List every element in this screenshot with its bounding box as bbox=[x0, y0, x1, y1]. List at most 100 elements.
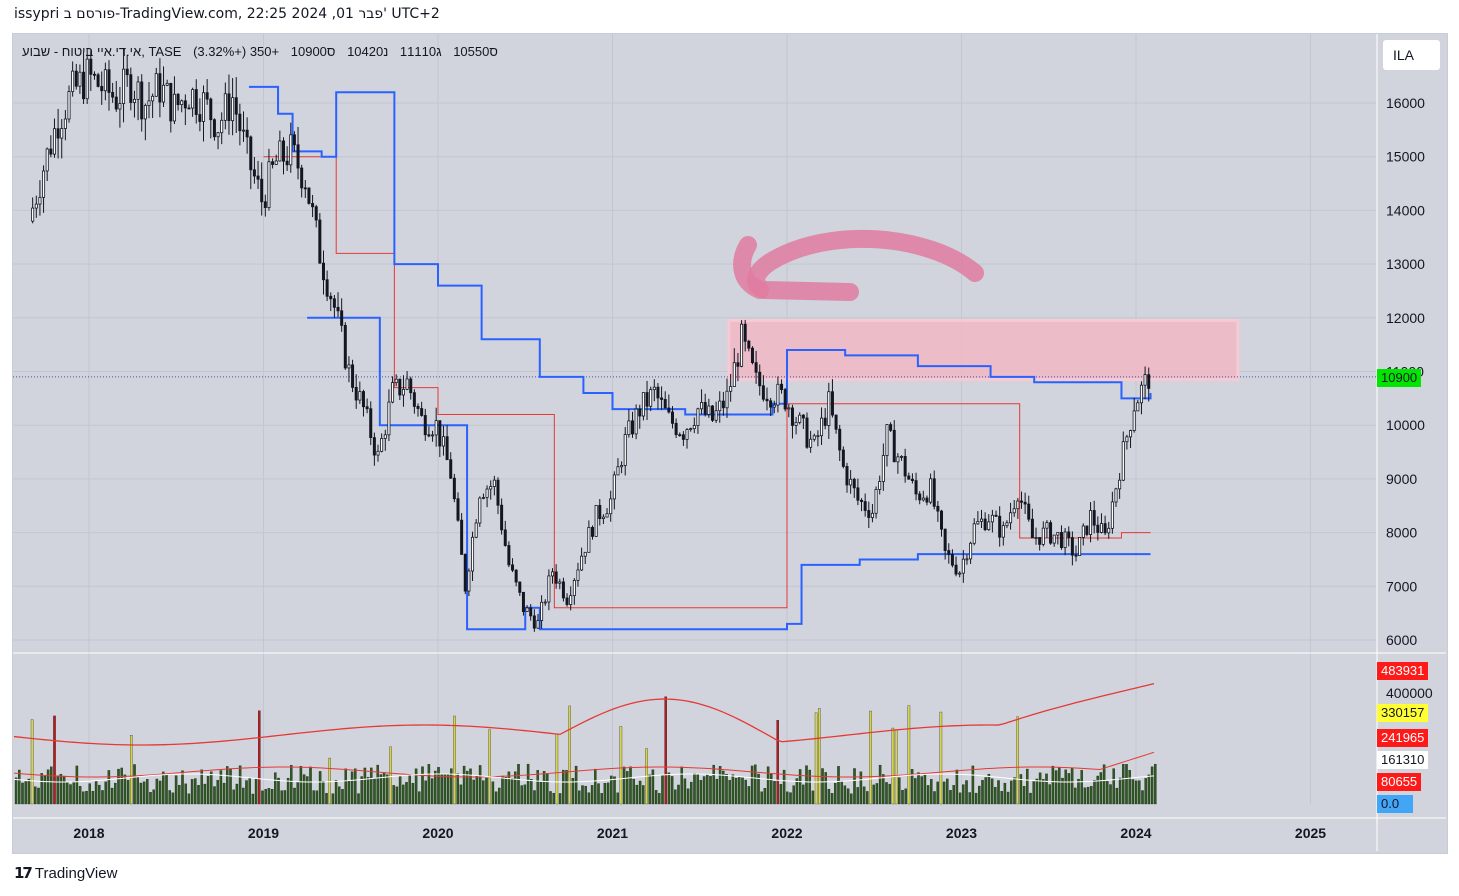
candle-body bbox=[1049, 522, 1053, 544]
candle-body bbox=[812, 435, 816, 440]
volume-bar bbox=[715, 779, 719, 805]
volume-bar bbox=[520, 785, 523, 805]
tradingview-logo[interactable]: 17 TradingView bbox=[14, 864, 117, 882]
volume-tick-label: 400000 bbox=[1386, 685, 1433, 701]
volume-bar bbox=[299, 766, 303, 805]
candle-body bbox=[34, 203, 38, 209]
candle-body bbox=[565, 597, 569, 605]
candle-body bbox=[1059, 532, 1063, 548]
volume-bar bbox=[792, 785, 795, 805]
volume-bar bbox=[718, 766, 722, 805]
candle-body bbox=[580, 555, 584, 571]
candle-body bbox=[1034, 537, 1038, 539]
candle-body bbox=[136, 81, 140, 100]
candle-body bbox=[456, 498, 460, 521]
close-value: ס10900 bbox=[290, 44, 336, 59]
candle-body bbox=[1132, 410, 1136, 431]
volume-bar bbox=[168, 790, 171, 805]
blue-stop-line bbox=[248, 85, 1152, 416]
candle-body bbox=[736, 362, 740, 367]
candle-body bbox=[31, 207, 35, 222]
candle-body bbox=[950, 554, 954, 566]
volume-bar bbox=[1122, 764, 1125, 805]
candle-body bbox=[89, 58, 93, 75]
volume-bar bbox=[91, 790, 95, 805]
volume-bar bbox=[142, 781, 146, 805]
candle-body bbox=[281, 140, 285, 162]
candle-body bbox=[591, 527, 595, 537]
candle-body bbox=[1012, 508, 1016, 514]
candle-body bbox=[140, 81, 144, 120]
candle-body bbox=[740, 323, 744, 367]
volume-bar bbox=[85, 790, 88, 805]
candle-body bbox=[710, 405, 714, 421]
volume-bar bbox=[1106, 781, 1109, 805]
volume-bar bbox=[1093, 780, 1096, 805]
volume-bar bbox=[926, 785, 930, 805]
volume-bar bbox=[200, 769, 203, 805]
candle-body bbox=[325, 279, 329, 297]
volume-bar bbox=[882, 774, 885, 805]
candle-body bbox=[387, 401, 391, 436]
volume-bar bbox=[443, 774, 447, 805]
candle-body bbox=[678, 434, 682, 437]
volume-bar bbox=[40, 773, 43, 805]
volume-bar bbox=[987, 773, 991, 805]
candle-body bbox=[300, 167, 304, 189]
volume-bar bbox=[27, 778, 31, 805]
candle-body bbox=[918, 493, 922, 501]
volume-bar bbox=[725, 774, 728, 805]
arrow-annotation bbox=[747, 229, 984, 301]
candle-body bbox=[485, 488, 489, 498]
currency-button[interactable]: ILA bbox=[1383, 40, 1440, 70]
volume-bar bbox=[392, 785, 395, 805]
volume-bar bbox=[603, 783, 607, 805]
volume-bar bbox=[123, 774, 127, 805]
candle-body bbox=[641, 392, 645, 417]
candle-body bbox=[656, 386, 660, 399]
volume-bar bbox=[82, 791, 85, 805]
time-tick-label: 2021 bbox=[597, 825, 628, 841]
price-tick-label: 16000 bbox=[1386, 95, 1425, 111]
volume-bar bbox=[805, 765, 808, 805]
volume-bar bbox=[885, 782, 888, 805]
volume-bar bbox=[485, 777, 488, 805]
candle-body bbox=[380, 438, 384, 452]
price-tick-label: 8000 bbox=[1386, 525, 1417, 541]
volume-bar bbox=[590, 785, 594, 805]
volume-bar bbox=[702, 776, 706, 805]
volume-bar bbox=[1019, 774, 1023, 805]
candle-body bbox=[187, 107, 191, 110]
candle-body bbox=[38, 196, 42, 205]
candle-body bbox=[1099, 523, 1103, 533]
volume-bar bbox=[274, 772, 277, 805]
volume-bar bbox=[149, 792, 152, 805]
volume-bar bbox=[683, 778, 687, 805]
candle-body bbox=[936, 505, 940, 512]
volume-bar bbox=[830, 793, 834, 805]
candle-body bbox=[881, 455, 885, 482]
tradingview-logo-icon: 17 bbox=[14, 864, 33, 882]
volume-bar bbox=[472, 779, 475, 805]
candle-body bbox=[518, 581, 522, 593]
volume-bar bbox=[686, 788, 690, 805]
candle-body bbox=[889, 424, 893, 431]
candle-body bbox=[361, 391, 365, 408]
candle-body bbox=[896, 456, 900, 463]
candle-body bbox=[231, 97, 235, 122]
candle-body bbox=[82, 71, 86, 100]
candle-body bbox=[1016, 500, 1020, 510]
candle-body bbox=[674, 422, 678, 436]
volume-bar bbox=[795, 778, 799, 805]
volume-bar bbox=[306, 776, 309, 805]
candle-body bbox=[721, 400, 725, 409]
candle-body bbox=[85, 58, 89, 100]
candle-body bbox=[63, 118, 67, 129]
volume-ma-white bbox=[13, 773, 1155, 783]
volume-bar bbox=[1125, 764, 1128, 805]
candle-body bbox=[398, 378, 402, 396]
volume-bar bbox=[917, 772, 920, 805]
candle-body bbox=[125, 68, 129, 76]
candle-body bbox=[1045, 522, 1049, 529]
